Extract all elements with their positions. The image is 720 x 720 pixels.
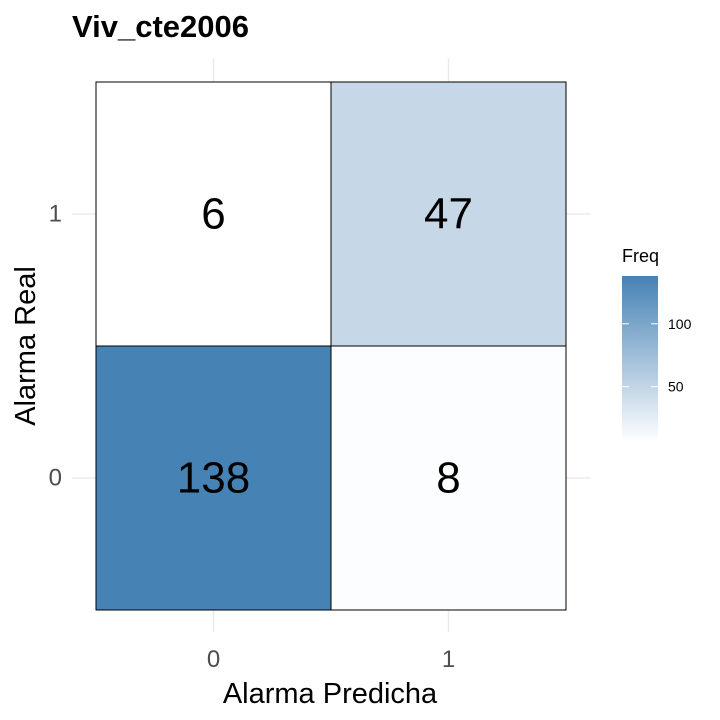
- y-tick-label: 1: [49, 201, 62, 228]
- legend-ticks: 50 100: [622, 316, 692, 395]
- legend-title: Freq: [622, 246, 659, 266]
- cell-value-label: 6: [201, 190, 225, 239]
- y-tick-label: 0: [49, 465, 62, 492]
- legend-colorbar: [622, 276, 658, 442]
- x-axis-title: Alarma Predicha: [223, 678, 438, 710]
- heatmap-cell: [95, 345, 332, 611]
- x-tick-label: 1: [442, 646, 455, 673]
- y-axis-ticks: 01: [49, 201, 62, 492]
- cell-value-label: 138: [177, 454, 250, 503]
- heatmap-cell: [330, 345, 567, 611]
- y-axis-title: Alarma Real: [10, 266, 42, 426]
- heatmap-cells: [95, 81, 567, 611]
- legend-tick-label: 100: [668, 316, 692, 332]
- legend-tick-label: 50: [668, 379, 684, 395]
- cell-value-label: 8: [436, 454, 460, 503]
- x-tick-label: 0: [207, 646, 220, 673]
- heatmap-cell: [95, 81, 332, 347]
- cell-value-labels: 6 47 138 8: [177, 190, 473, 503]
- chart-title: Viv_cte2006: [72, 9, 249, 44]
- color-legend: Freq 50 100: [622, 246, 692, 442]
- cell-value-label: 47: [424, 190, 473, 239]
